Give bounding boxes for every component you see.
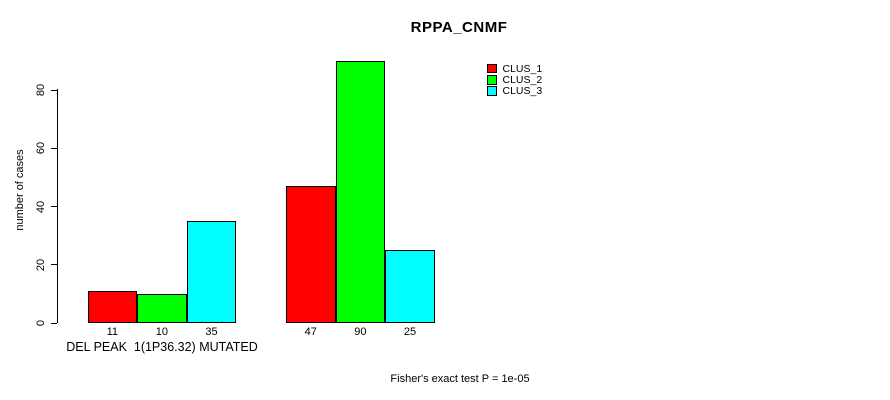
y-tick (51, 322, 57, 324)
legend: CLUS_1 CLUS_2 CLUS_3 (487, 63, 542, 97)
bar-clus_1-group1 (87, 290, 138, 323)
bar-clus_2-group2 (335, 60, 386, 323)
bar-clus_1-group2 (286, 186, 336, 323)
y-tick-label: 60 (35, 142, 47, 155)
legend-swatch (487, 75, 497, 85)
group-label: DEL PEAK 1(1P36.32) MUTATED (66, 340, 258, 354)
bar-clus_3-group2 (385, 250, 435, 323)
y-tick-label: 20 (35, 258, 47, 271)
y-tick (51, 264, 57, 266)
bar-value-label: 90 (354, 326, 367, 338)
chart-title: RPPA_CNMF (410, 19, 508, 36)
bar-value-label: 25 (403, 326, 417, 338)
legend-label: CLUS_1 (502, 62, 543, 75)
bar-value-label: 35 (205, 326, 218, 338)
y-tick (51, 89, 57, 91)
legend-swatch (487, 63, 497, 74)
legend-item: CLUS_2 (487, 73, 543, 86)
legend-item: CLUS_3 (487, 85, 543, 98)
y-tick (51, 206, 57, 207)
legend-item: CLUS_1 (487, 62, 543, 75)
y-tick-label: 0 (35, 319, 47, 327)
bar-clus_2-group1 (137, 293, 187, 323)
legend-swatch (487, 86, 497, 96)
legend-label: CLUS_3 (502, 85, 543, 98)
y-tick (51, 147, 57, 149)
y-axis-label: number of cases (14, 149, 26, 231)
bar-value-label: 47 (304, 326, 317, 338)
bar-value-label: 11 (106, 326, 119, 338)
bar-value-label: 10 (155, 326, 169, 338)
annotation-text: Fisher's exact test P = 1e-05 (390, 373, 530, 385)
bar-clus_3-group1 (186, 221, 237, 323)
y-axis-line (57, 89, 58, 323)
y-tick-label: 40 (35, 200, 47, 213)
legend-label: CLUS_2 (502, 73, 543, 86)
y-tick-label: 80 (35, 83, 47, 97)
